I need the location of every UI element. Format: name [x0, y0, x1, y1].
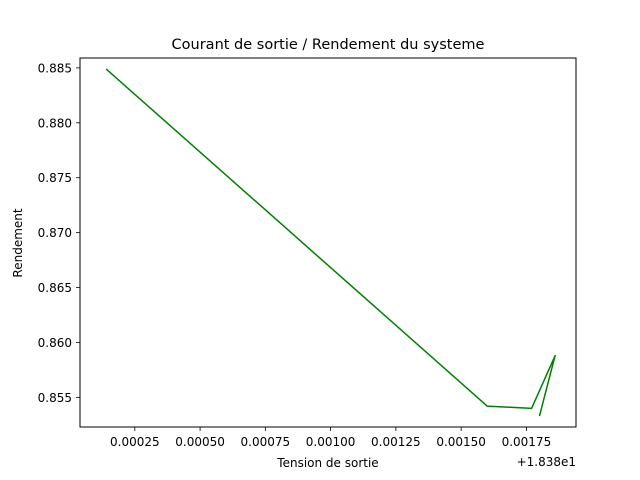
series-line [105, 68, 556, 417]
y-tick-label: 0.875 [38, 171, 72, 185]
x-tick-label: 0.00025 [110, 435, 160, 449]
x-tick-label: 0.00150 [436, 435, 486, 449]
x-tick-label: 0.00100 [306, 435, 356, 449]
plot-frame [79, 57, 577, 428]
x-tick-label: 0.00175 [502, 435, 552, 449]
plot-series [105, 68, 556, 417]
y-axis-ticks: 0.855 0.860 0.865 0.870 0.875 0.880 0.885 [38, 61, 80, 405]
x-axis-label: Tension de sortie [276, 456, 378, 470]
x-tick-label: 0.00125 [371, 435, 421, 449]
y-tick-label: 0.885 [38, 61, 72, 75]
y-tick-label: 0.855 [38, 391, 72, 405]
y-tick-label: 0.860 [38, 336, 72, 350]
y-axis-label: Rendement [11, 208, 25, 277]
chart-title: Courant de sortie / Rendement du systeme [172, 37, 485, 53]
y-tick-label: 0.880 [38, 116, 72, 130]
y-tick-label: 0.865 [38, 281, 72, 295]
x-axis-offset-label: +1.838e1 [517, 455, 576, 469]
x-tick-label: 0.00050 [175, 435, 225, 449]
x-tick-label: 0.00075 [241, 435, 291, 449]
x-axis-ticks: 0.00025 0.00050 0.00075 0.00100 0.00125 0.001… [110, 427, 551, 449]
y-tick-label: 0.870 [38, 226, 72, 240]
